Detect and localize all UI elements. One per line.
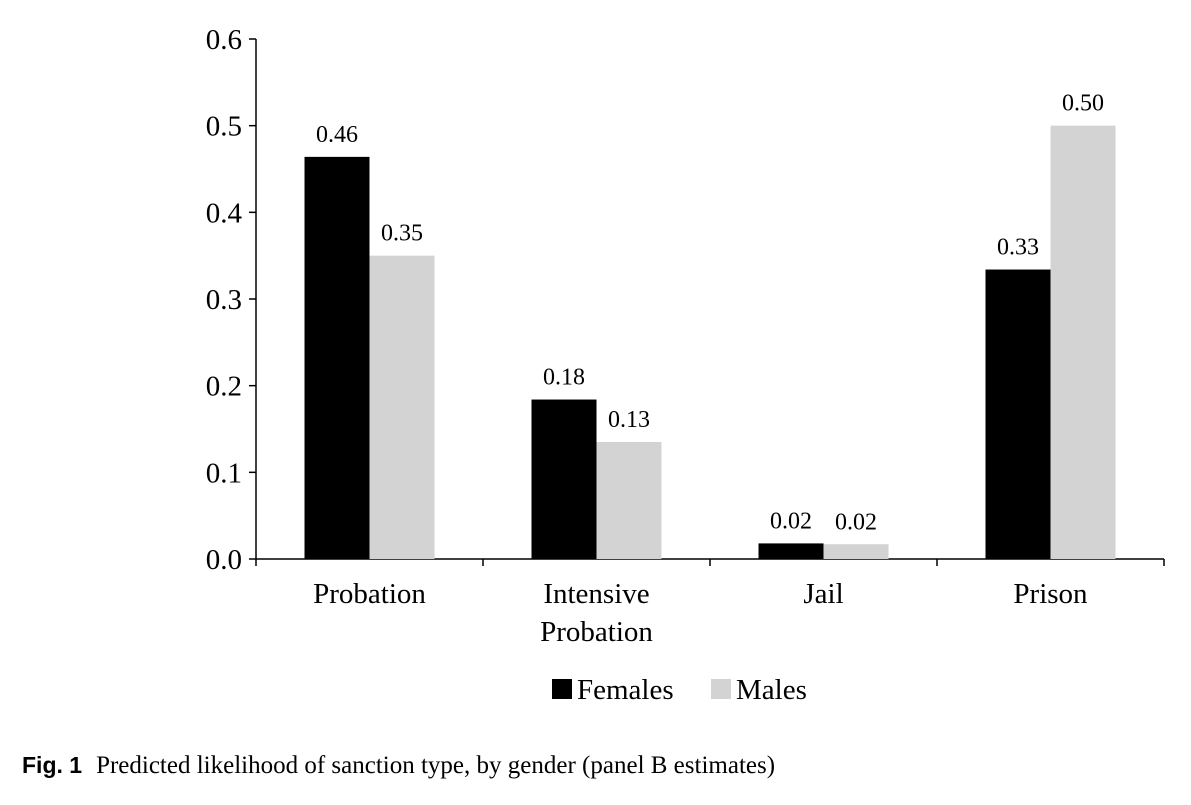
data-label: 0.02 [770,508,812,534]
caption-label: Fig. 1 [22,752,83,778]
bar-males [596,442,662,559]
data-label: 0.02 [835,509,877,535]
caption-text: Predicted likelihood of sanction type, b… [96,752,776,779]
legend: Females Males [552,674,807,706]
legend-swatch-males [711,679,731,699]
bar-males [1050,125,1116,560]
x-category-label: Probation [540,616,653,648]
data-label: 0.13 [608,407,650,433]
y-tick-label: 0.1 [206,457,242,489]
figure-caption: Fig. 1 Predicted likelihood of sanction t… [22,752,775,780]
bar-females [985,269,1051,559]
legend-label-males: Males [736,674,807,706]
x-category-label: Prison [1013,578,1088,610]
y-tick-label: 0.0 [206,544,242,576]
bar-females [304,156,370,559]
x-category-label: Probation [313,578,426,610]
y-tick-label: 0.5 [206,111,242,143]
bar-males [369,255,435,559]
x-category-label: Intensive [543,578,649,610]
bar-females [758,543,824,559]
data-label: 0.46 [316,122,358,148]
legend-label-females: Females [577,674,674,706]
bar-females [531,399,597,559]
data-labels: 0.46 0.35 0.18 0.13 0.02 0.02 0.33 0.50 [316,91,1104,536]
x-axis: Probation Intensive Probation Jail Prison [255,558,1165,648]
x-category-label: Jail [803,578,843,610]
y-tick-label: 0.4 [206,197,243,229]
y-tick-label: 0.3 [206,284,242,316]
data-label: 0.18 [543,365,585,391]
y-axis: 0.0 0.1 0.2 0.3 0.4 0.5 0.6 [206,24,257,576]
data-label: 0.50 [1062,91,1104,117]
y-tick-label: 0.2 [206,371,242,403]
data-label: 0.35 [381,221,423,247]
bar-group [304,125,1116,560]
y-tick-label: 0.6 [206,24,242,56]
data-label: 0.33 [997,235,1039,261]
legend-swatch-females [552,679,572,699]
bar-males [823,544,889,559]
